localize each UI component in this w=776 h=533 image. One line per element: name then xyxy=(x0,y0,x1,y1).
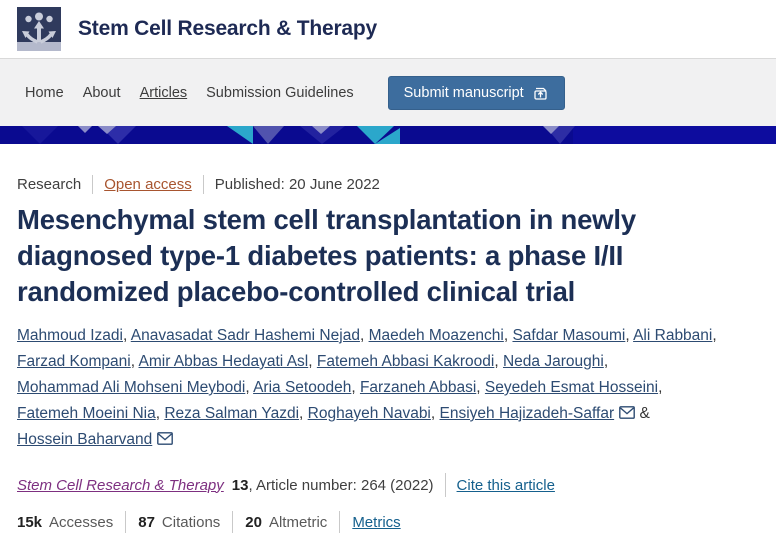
citation-row: Stem Cell Research & Therapy 13 , Articl… xyxy=(17,473,759,497)
author-link[interactable]: Fatemeh Abbasi Kakroodi xyxy=(316,353,495,370)
nav-link-home[interactable]: Home xyxy=(25,84,64,101)
decorative-banner xyxy=(0,126,776,144)
separator xyxy=(92,175,94,194)
author-link[interactable]: Safdar Masoumi xyxy=(512,327,626,344)
author-separator: , xyxy=(359,327,369,344)
author-separator: , xyxy=(245,379,254,396)
separator xyxy=(444,473,446,497)
author-link[interactable]: Fatemeh Moeini Nia xyxy=(17,405,156,422)
metric-label: Altmetric xyxy=(268,513,328,531)
author-link[interactable]: Ensiyeh Hajizadeh-Saffar xyxy=(439,405,615,422)
article-title: Mesenchymal stem cell transplantation in… xyxy=(17,204,636,307)
journal-title: Stem Cell Research & Therapy xyxy=(78,17,378,40)
author-separator: , xyxy=(308,353,317,370)
metrics-link[interactable]: Metrics xyxy=(352,513,401,531)
separator xyxy=(202,175,204,194)
nav-links: Home About Articles Submission Guidelines xyxy=(25,84,373,102)
author-link[interactable]: Amir Abbas Hedayati Asl xyxy=(138,353,309,370)
author-separator: , xyxy=(122,327,131,344)
author-separator: , xyxy=(625,327,634,344)
metric-accesses: 15k Accesses xyxy=(17,514,113,531)
journal-header: Stem Cell Research & Therapy xyxy=(0,0,776,58)
nav-link-articles[interactable]: Articles xyxy=(139,84,188,101)
author-separator: , xyxy=(130,353,139,370)
stem-cell-journal-logo xyxy=(17,7,61,51)
article-type-label: Research xyxy=(17,176,82,193)
separator xyxy=(339,511,341,533)
metric-value: 20 xyxy=(245,513,262,531)
author-separator: , xyxy=(476,379,485,396)
author-link[interactable]: Maedeh Moazenchi xyxy=(368,327,504,344)
author-separator: , xyxy=(712,327,717,344)
metric-citations: 87 Citations xyxy=(138,514,220,531)
submit-manuscript-button[interactable]: Submit manuscript xyxy=(387,75,565,110)
open-access-link[interactable]: Open access xyxy=(104,176,192,193)
author-separator: , xyxy=(430,405,440,422)
journal-citation-link[interactable]: Stem Cell Research & Therapy xyxy=(17,476,224,494)
metrics-row: 15k Accesses 87 Citations 20 Altmetric Metrics xyxy=(17,511,759,533)
volume-number: 13 xyxy=(231,476,249,494)
metric-altmetric: 20 Altmetric xyxy=(245,514,327,531)
author-link[interactable]: Reza Salman Yazdi xyxy=(164,405,300,422)
author-separator: , xyxy=(351,379,360,396)
author-link[interactable]: Anavasadat Sadr Hashemi Nejad xyxy=(130,327,360,344)
author-separator: & xyxy=(635,405,650,422)
author-separator: , xyxy=(155,405,165,422)
author-link[interactable]: Mahmoud Izadi xyxy=(17,327,123,344)
envelope-icon[interactable] xyxy=(157,432,174,445)
author-link[interactable]: Mohammad Ali Mohseni Meybodi xyxy=(17,379,246,396)
envelope-icon[interactable] xyxy=(619,406,636,419)
author-separator: , xyxy=(658,379,663,396)
article-header-section: Research Open access Published: 20 June … xyxy=(0,175,776,533)
author-separator: , xyxy=(494,353,503,370)
metric-label: Accesses xyxy=(49,513,114,531)
metric-label: Citations xyxy=(161,513,221,531)
author-link[interactable]: Aria Setoodeh xyxy=(253,379,352,396)
author-link[interactable]: Farzad Kompani xyxy=(17,353,131,370)
author-link[interactable]: Hossein Baharvand xyxy=(17,431,153,448)
author-link[interactable]: Farzaneh Abbasi xyxy=(359,379,477,396)
separator xyxy=(232,511,234,533)
author-list: Mahmoud Izadi, Anavasadat Sadr Hashemi N… xyxy=(17,323,759,453)
nav-link-about[interactable]: About xyxy=(82,84,121,101)
author-separator: , xyxy=(299,405,308,422)
nav-link-submission-guidelines[interactable]: Submission Guidelines xyxy=(206,84,354,101)
author-link[interactable]: Seyedeh Esmat Hosseini xyxy=(484,379,659,396)
author-link[interactable]: Roghayeh Navabi xyxy=(307,405,431,422)
metric-metrics: Metrics xyxy=(352,514,400,531)
author-separator: , xyxy=(603,353,609,370)
article-meta-row: Research Open access Published: 20 June … xyxy=(17,175,759,194)
submit-manuscript-label: Submit manuscript xyxy=(403,84,524,101)
cite-this-article-link[interactable]: Cite this article xyxy=(456,476,555,494)
author-separator: , xyxy=(503,327,513,344)
journal-logo-icon[interactable] xyxy=(17,7,61,51)
main-nav: Home About Articles Submission Guidelines S… xyxy=(0,58,776,126)
author-link[interactable]: Neda Jaroughi xyxy=(502,353,604,370)
external-link-icon xyxy=(534,87,547,100)
published-date: Published: 20 June 2022 xyxy=(214,176,380,193)
separator xyxy=(125,511,127,533)
banner-graphic xyxy=(0,126,776,144)
article-number: , Article number: 264 (2022) xyxy=(248,476,434,494)
author-link[interactable]: Ali Rabbani xyxy=(633,327,713,344)
metric-value: 87 xyxy=(138,513,155,531)
metric-value: 15k xyxy=(17,513,43,531)
